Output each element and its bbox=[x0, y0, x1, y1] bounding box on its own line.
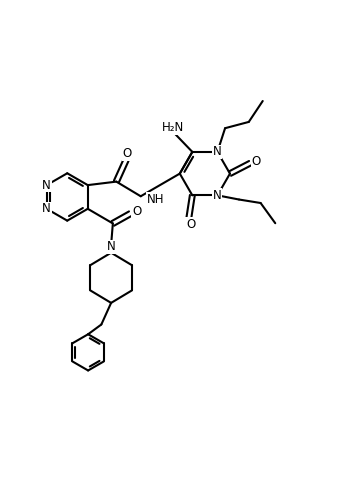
Text: H₂N: H₂N bbox=[162, 121, 184, 134]
Text: N: N bbox=[42, 179, 51, 192]
Text: O: O bbox=[252, 155, 261, 168]
Text: N: N bbox=[213, 145, 222, 159]
Text: N: N bbox=[42, 203, 51, 215]
Text: N: N bbox=[107, 240, 115, 253]
Text: O: O bbox=[122, 147, 131, 160]
Text: O: O bbox=[186, 218, 195, 231]
Text: NH: NH bbox=[147, 193, 165, 205]
Text: O: O bbox=[132, 205, 141, 219]
Text: N: N bbox=[213, 189, 222, 202]
